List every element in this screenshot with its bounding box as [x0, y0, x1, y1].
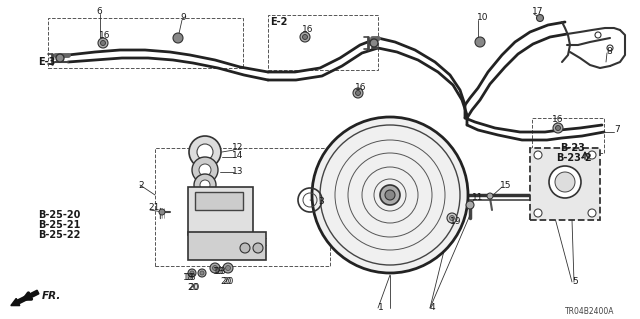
- Text: B-23: B-23: [560, 143, 585, 153]
- Text: 4: 4: [430, 303, 436, 313]
- Bar: [48, 18, 243, 68]
- Circle shape: [159, 209, 165, 215]
- Circle shape: [449, 216, 454, 220]
- Text: 1: 1: [378, 303, 384, 313]
- Circle shape: [223, 263, 233, 273]
- Text: 5: 5: [572, 278, 578, 286]
- Text: 6: 6: [96, 8, 102, 17]
- Circle shape: [300, 32, 310, 42]
- Circle shape: [200, 271, 204, 275]
- Text: 21: 21: [148, 204, 159, 212]
- Circle shape: [588, 209, 596, 217]
- Circle shape: [553, 123, 563, 133]
- Bar: [188, 232, 266, 260]
- Circle shape: [225, 265, 230, 271]
- Text: 20: 20: [220, 277, 232, 286]
- Circle shape: [189, 136, 221, 168]
- Bar: [155, 148, 330, 266]
- Text: 14: 14: [232, 151, 243, 160]
- Circle shape: [199, 164, 211, 176]
- Text: 10: 10: [477, 13, 488, 23]
- Circle shape: [555, 172, 575, 192]
- Text: B-23-2: B-23-2: [556, 153, 591, 163]
- Circle shape: [200, 180, 210, 190]
- Text: FR.: FR.: [42, 291, 61, 301]
- Text: 8: 8: [606, 48, 612, 56]
- Text: 13: 13: [232, 167, 243, 176]
- Circle shape: [536, 14, 543, 21]
- Text: 18: 18: [215, 268, 227, 277]
- Circle shape: [188, 269, 196, 277]
- Bar: [268, 15, 378, 70]
- Circle shape: [534, 151, 542, 159]
- Text: 18: 18: [213, 266, 225, 276]
- Circle shape: [353, 88, 363, 98]
- Circle shape: [312, 117, 468, 273]
- Text: 20: 20: [188, 284, 200, 293]
- Circle shape: [385, 190, 395, 200]
- Text: E-2: E-2: [270, 17, 287, 27]
- Circle shape: [534, 209, 542, 217]
- Circle shape: [212, 265, 218, 271]
- Bar: [188, 187, 253, 235]
- Circle shape: [56, 54, 64, 62]
- Circle shape: [595, 32, 601, 38]
- Circle shape: [100, 41, 106, 46]
- Text: 18: 18: [183, 272, 195, 281]
- Circle shape: [190, 271, 194, 275]
- Text: 16: 16: [552, 115, 563, 124]
- Circle shape: [466, 201, 474, 209]
- Circle shape: [173, 33, 183, 43]
- Circle shape: [607, 45, 613, 51]
- Text: 9: 9: [180, 13, 186, 23]
- Circle shape: [475, 37, 485, 47]
- Text: 11: 11: [472, 194, 483, 203]
- Circle shape: [253, 243, 263, 253]
- Text: 18: 18: [185, 273, 196, 283]
- Circle shape: [370, 39, 378, 47]
- Circle shape: [303, 34, 307, 40]
- Text: 16: 16: [355, 84, 367, 93]
- Circle shape: [549, 166, 581, 198]
- Circle shape: [447, 213, 457, 223]
- Circle shape: [197, 144, 213, 160]
- Text: 17: 17: [532, 8, 543, 17]
- Text: 2: 2: [138, 181, 143, 189]
- Circle shape: [210, 263, 220, 273]
- Bar: [532, 118, 604, 153]
- Circle shape: [588, 151, 596, 159]
- Circle shape: [198, 269, 206, 277]
- FancyArrow shape: [11, 290, 39, 306]
- Text: 16: 16: [99, 32, 111, 41]
- Text: B-25-20: B-25-20: [38, 210, 81, 220]
- Text: TR04B2400A: TR04B2400A: [565, 308, 614, 316]
- Circle shape: [192, 157, 218, 183]
- Text: 15: 15: [500, 181, 511, 189]
- Text: 12: 12: [232, 144, 243, 152]
- Text: 19: 19: [450, 218, 461, 226]
- Text: E-3: E-3: [38, 57, 56, 67]
- Circle shape: [98, 38, 108, 48]
- Text: 16: 16: [302, 26, 314, 34]
- Text: 20: 20: [187, 283, 198, 292]
- Circle shape: [556, 125, 561, 130]
- Circle shape: [487, 193, 493, 199]
- Text: 7: 7: [614, 125, 620, 135]
- Text: B-25-22: B-25-22: [38, 230, 81, 240]
- Circle shape: [355, 91, 360, 95]
- Text: B-25-21: B-25-21: [38, 220, 81, 230]
- Bar: [195, 192, 243, 210]
- Circle shape: [194, 174, 216, 196]
- Text: 3: 3: [318, 197, 324, 205]
- Text: 20: 20: [222, 278, 234, 286]
- Bar: [530, 148, 600, 220]
- Circle shape: [240, 243, 250, 253]
- Circle shape: [380, 185, 400, 205]
